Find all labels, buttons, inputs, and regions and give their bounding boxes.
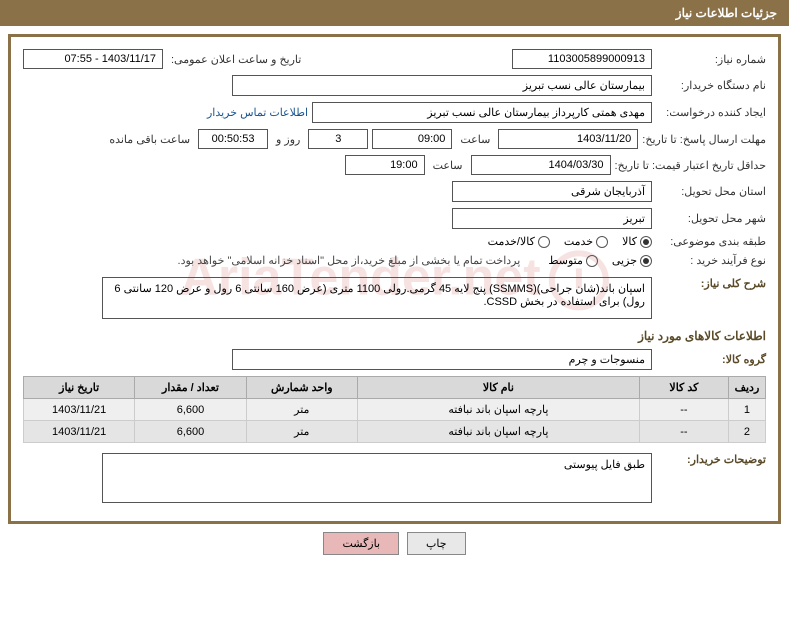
table-cell: 1403/11/21 [24, 421, 135, 443]
buyer-org-label: نام دستگاه خریدار: [656, 79, 766, 92]
table-header: ردیف [728, 377, 765, 399]
deadline-time-field: 09:00 [372, 129, 452, 149]
remaining-suffix: ساعت باقی مانده [105, 133, 194, 146]
table-cell: 6,600 [135, 421, 246, 443]
table-row: 1--پارچه اسپان باند نبافتهمتر6,6001403/1… [24, 399, 766, 421]
province-field: آذربایجان شرقی [452, 181, 652, 202]
announce-date-label: تاریخ و ساعت اعلان عمومی: [167, 53, 305, 66]
table-cell: 6,600 [135, 399, 246, 421]
time-label-2: ساعت [429, 159, 467, 172]
radio-icon[interactable] [586, 255, 598, 267]
deadline-date-field: 1403/11/20 [498, 129, 638, 149]
page-header: جزئیات اطلاعات نیاز [0, 0, 789, 26]
category-option-2[interactable]: کالا/خدمت [488, 235, 550, 248]
main-frame: AriaTender.net شماره نیاز: 1103005899000… [8, 34, 781, 524]
radio-icon[interactable] [640, 236, 652, 248]
table-cell: -- [639, 421, 728, 443]
desc-field: اسپان باند(شان جراحی)(SSMMS) پنج لایه 45… [102, 277, 652, 319]
process-option-0[interactable]: جزیی [612, 254, 652, 267]
table-cell: پارچه اسپان باند نبافته [357, 399, 639, 421]
days-remaining-field: 3 [308, 129, 368, 149]
process-radio-group: جزیی متوسط [548, 254, 652, 267]
payment-note: پرداخت تمام یا بخشی از مبلغ خرید،از محل … [178, 254, 521, 267]
group-field: منسوجات و چرم [232, 349, 652, 370]
category-label: طبقه بندی موضوعی: [656, 235, 766, 248]
desc-label: شرح کلی نیاز: [656, 277, 766, 290]
table-cell: متر [246, 399, 357, 421]
requester-field: مهدی همتی کارپرداز بیمارستان عالی نسب تب… [312, 102, 652, 123]
table-cell: 2 [728, 421, 765, 443]
requester-label: ایجاد کننده درخواست: [656, 106, 766, 119]
contact-link[interactable]: اطلاعات تماس خریدار [207, 106, 308, 119]
category-option-0[interactable]: کالا [622, 235, 652, 248]
category-option-1[interactable]: خدمت [564, 235, 608, 248]
table-cell: 1403/11/21 [24, 399, 135, 421]
buyer-notes-field: طبق فایل پیوستی [102, 453, 652, 503]
need-number-field: 1103005899000913 [512, 49, 652, 69]
goods-table: ردیفکد کالانام کالاواحد شمارشتعداد / مقد… [23, 376, 766, 443]
radio-label: متوسط [548, 254, 583, 267]
time-remaining-field: 00:50:53 [198, 129, 268, 149]
radio-label: جزیی [612, 254, 637, 267]
process-option-1[interactable]: متوسط [548, 254, 598, 267]
table-header: کد کالا [639, 377, 728, 399]
validity-date-field: 1404/03/30 [471, 155, 611, 175]
process-label: نوع فرآیند خرید : [656, 254, 766, 267]
print-button[interactable]: چاپ [407, 532, 466, 555]
days-suffix: روز و [272, 133, 304, 146]
table-cell: پارچه اسپان باند نبافته [357, 421, 639, 443]
buyer-org-field: بیمارستان عالی نسب تبریز [232, 75, 652, 96]
table-header: نام کالا [357, 377, 639, 399]
category-radio-group: کالا خدمت کالا/خدمت [488, 235, 652, 248]
province-label: استان محل تحویل: [656, 185, 766, 198]
table-header: تعداد / مقدار [135, 377, 246, 399]
table-row: 2--پارچه اسپان باند نبافتهمتر6,6001403/1… [24, 421, 766, 443]
radio-icon[interactable] [640, 255, 652, 267]
time-label-1: ساعت [456, 133, 494, 146]
back-button[interactable]: بازگشت [323, 532, 399, 555]
city-label: شهر محل تحویل: [656, 212, 766, 225]
group-label: گروه کالا: [656, 353, 766, 366]
table-header: تاریخ نیاز [24, 377, 135, 399]
goods-section-title: اطلاعات کالاهای مورد نیاز [23, 329, 766, 343]
announce-date-field: 1403/11/17 - 07:55 [23, 49, 163, 69]
radio-label: کالا [622, 235, 637, 248]
radio-icon[interactable] [538, 236, 550, 248]
page-title: جزئیات اطلاعات نیاز [676, 6, 777, 20]
validity-label: حداقل تاریخ اعتبار قیمت: تا تاریخ: [615, 159, 766, 172]
table-header: واحد شمارش [246, 377, 357, 399]
city-field: تبریز [452, 208, 652, 229]
radio-label: کالا/خدمت [488, 235, 535, 248]
radio-label: خدمت [564, 235, 593, 248]
radio-icon[interactable] [596, 236, 608, 248]
deadline-label: مهلت ارسال پاسخ: تا تاریخ: [642, 133, 766, 146]
table-cell: متر [246, 421, 357, 443]
need-number-label: شماره نیاز: [656, 53, 766, 66]
validity-time-field: 19:00 [345, 155, 425, 175]
table-cell: -- [639, 399, 728, 421]
buyer-notes-label: توضیحات خریدار: [656, 453, 766, 466]
table-cell: 1 [728, 399, 765, 421]
